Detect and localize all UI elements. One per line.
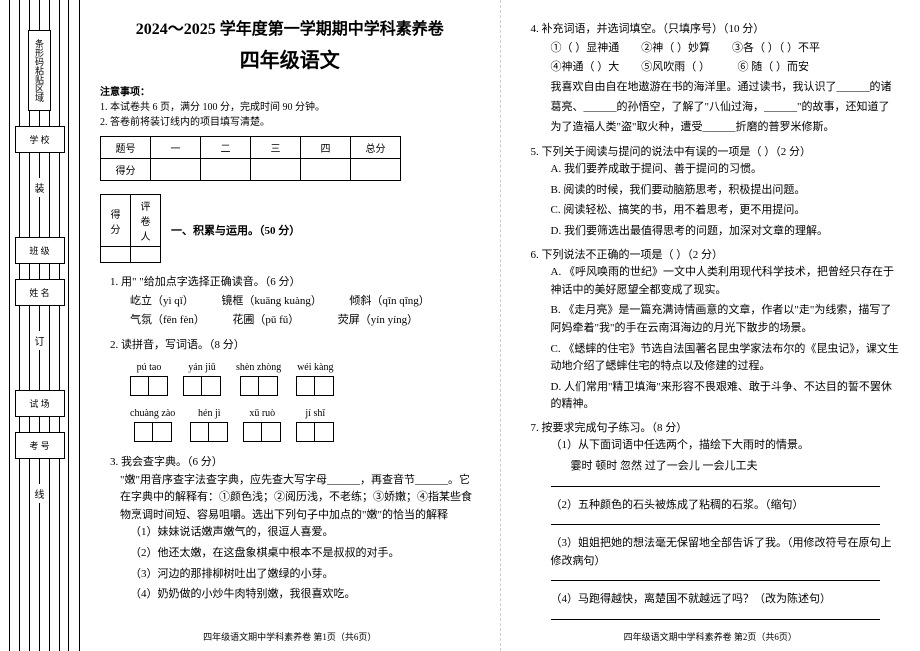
exam-subtitle: 四年级语文 <box>100 44 480 73</box>
q6: 6. 下列说法不正确的一项是（ ）（2 分） A. 《呼风唤雨的世纪》一文中人类… <box>531 247 901 414</box>
q3-body: "嫩"用音序查字法查字典，应先查大写字母______，再查音节______。它在… <box>120 472 480 525</box>
q2: 2. 读拼音，写词语。（8 分） pú tao yán jiū shèn zhò… <box>110 337 480 448</box>
seat-box: 考 号 <box>15 432 65 459</box>
footer-left: 四年级语文期中学科素养卷 第1页（共6页） <box>80 630 500 643</box>
q3-title: 3. 我会查字典。（6 分） <box>110 454 480 472</box>
school-box: 学 校 <box>15 126 65 153</box>
marker-xian: 线 <box>33 484 47 503</box>
q7-title: 7. 按要求完成句子练习。（8 分） <box>531 420 901 438</box>
grade-table: 得分评卷人 <box>100 194 161 263</box>
score-table: 题号一二三四总分 得分 <box>100 136 401 181</box>
notice-1: 1. 本试卷共 6 页，满分 100 分，完成时间 90 分钟。 <box>100 98 480 113</box>
room-box: 试 场 <box>15 390 65 417</box>
exam-title: 2024～2025 学年度第一学期期中学科素养卷 <box>100 15 480 39</box>
q1-title: 1. 用" "给加点字选择正确读音。（6 分） <box>110 274 480 292</box>
q1: 1. 用" "给加点字选择正确读音。（6 分） 屹立（yì qǐ） 镜框（kuā… <box>110 274 480 331</box>
q5: 5. 下列关于阅读与提问的说法中有误的一项是（ ）（2 分） A. 我们要养成敢… <box>531 144 901 241</box>
page-1: 2024～2025 学年度第一学期期中学科素养卷 四年级语文 注意事项： 1. … <box>80 0 501 651</box>
binding-area: 条形码粘贴区域 学 校 装 班 级 姓 名 订 试 场 考 号 线 <box>0 0 80 651</box>
page-2: 4. 补充词语，并选词填空。（只填序号）（10 分） ①（ ）显神通 ②神（ ）… <box>501 0 920 651</box>
name-box: 姓 名 <box>15 279 65 306</box>
section-1-title: 一、积累与运用。（50 分） <box>171 222 300 238</box>
q6-title: 6. 下列说法不正确的一项是（ ）（2 分） <box>531 247 901 265</box>
q2-title: 2. 读拼音，写词语。（8 分） <box>110 337 480 355</box>
q7: 7. 按要求完成句子练习。（8 分） （1）从下面词语中任选两个，描绘下大雨时的… <box>531 420 901 620</box>
q5-title: 5. 下列关于阅读与提问的说法中有误的一项是（ ）（2 分） <box>531 144 901 162</box>
q3: 3. 我会查字典。（6 分） "嫩"用音序查字法查字典，应先查大写字母_____… <box>110 454 480 604</box>
q4: 4. 补充词语，并选词填空。（只填序号）（10 分） ①（ ）显神通 ②神（ ）… <box>531 21 901 138</box>
q4-text: 我喜欢自由自在地遨游在书的海洋里。通过读书，我认识了______的诸葛亮、___… <box>551 78 901 137</box>
q4-title: 4. 补充词语，并选词填空。（只填序号）（10 分） <box>531 21 901 39</box>
notice-2: 2. 答卷前将装订线内的项目填写清楚。 <box>100 113 480 128</box>
marker-ding: 订 <box>33 331 47 350</box>
notice-block: 注意事项： 1. 本试卷共 6 页，满分 100 分，完成时间 90 分钟。 2… <box>100 83 480 128</box>
class-box: 班 级 <box>15 237 65 264</box>
barcode-area: 条形码粘贴区域 <box>28 30 51 111</box>
notice-title: 注意事项： <box>100 83 480 98</box>
marker-zhuang: 装 <box>33 178 47 197</box>
footer-right: 四年级语文期中学科素养卷 第2页（共6页） <box>501 630 920 643</box>
